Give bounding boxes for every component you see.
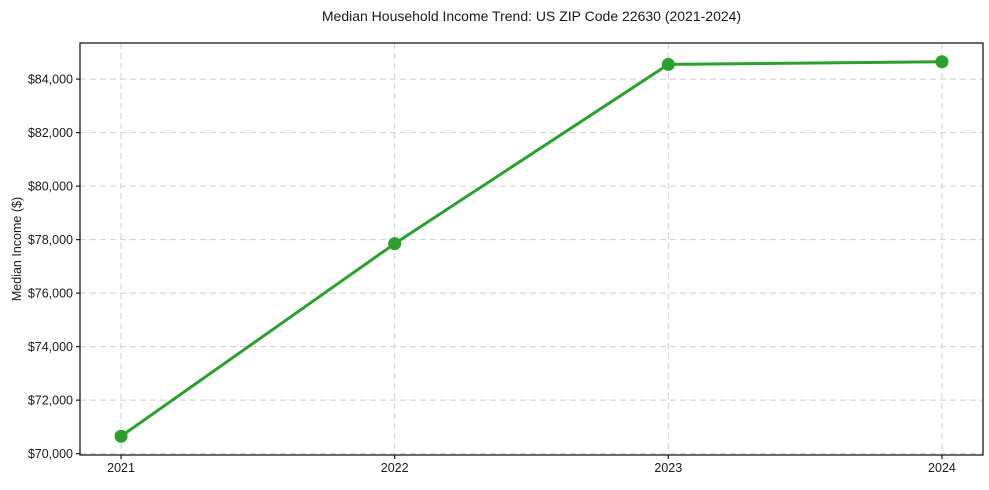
x-tick-label: 2022 — [381, 461, 409, 475]
y-tick-label: $70,000 — [28, 447, 73, 461]
y-tick-label: $72,000 — [28, 393, 73, 407]
chart-title: Median Household Income Trend: US ZIP Co… — [321, 8, 742, 24]
y-tick-label: $82,000 — [28, 126, 73, 140]
data-point-2022 — [388, 237, 402, 251]
income-trend-line — [119, 60, 944, 438]
data-point-2023 — [661, 57, 675, 71]
data-point-2024 — [935, 55, 949, 69]
y-tick-label: $78,000 — [28, 233, 73, 247]
x-tick-label: 2024 — [928, 461, 956, 475]
y-tick-label: $76,000 — [28, 286, 73, 300]
plot-area-border — [79, 42, 984, 456]
y-tick-label: $80,000 — [28, 179, 73, 193]
x-tick-label: 2021 — [107, 461, 135, 475]
data-point-2021 — [114, 429, 128, 443]
y-tick-label: $74,000 — [28, 340, 73, 354]
x-tick-label: 2023 — [654, 461, 682, 475]
y-tick-label: $84,000 — [28, 72, 73, 86]
